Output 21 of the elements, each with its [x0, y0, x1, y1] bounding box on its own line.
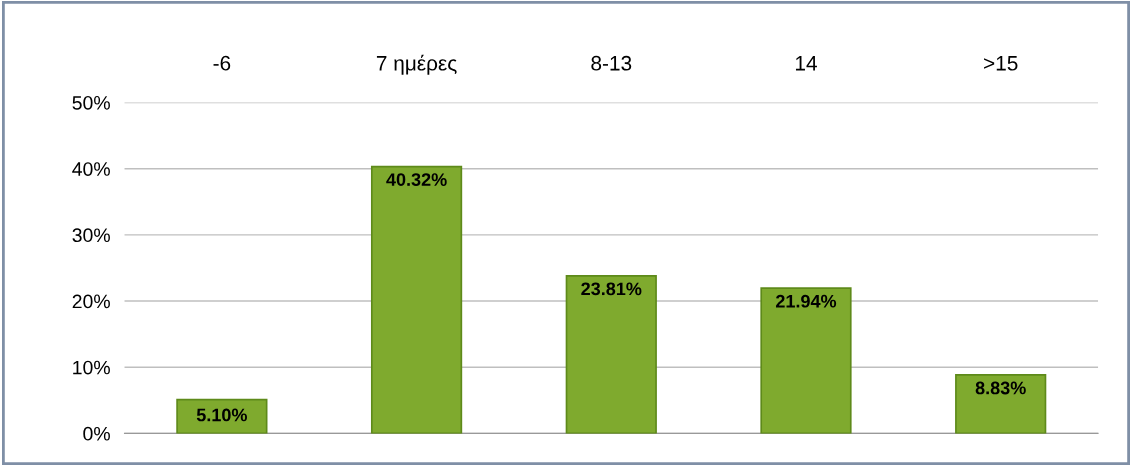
y-tick-label: 10%: [73, 360, 110, 375]
y-tick-label: 30%: [72, 228, 110, 243]
bar: [176, 398, 268, 434]
x-tick-label: 8-13: [591, 55, 632, 71]
data-label: 5.10%: [196, 408, 247, 422]
bar: [370, 165, 463, 434]
x-tick-label: 14: [795, 56, 817, 71]
y-tick-label: 40%: [72, 162, 110, 176]
bar: [760, 287, 852, 434]
x-tick-label: -6: [213, 55, 231, 71]
bar: [565, 274, 657, 434]
data-label: 23.81%: [581, 282, 642, 296]
data-label: 40.32%: [386, 173, 447, 186]
bar: [955, 374, 1047, 434]
y-tick-label: 50%: [72, 95, 110, 110]
x-tick-label: 7 ημέρες: [376, 54, 457, 75]
y-tick-label: 20%: [72, 294, 110, 309]
x-tick-label: >15: [984, 56, 1018, 71]
data-label: 21.94%: [775, 294, 837, 308]
data-label: 8.83%: [975, 381, 1026, 395]
y-tick-label: 0%: [83, 426, 110, 441]
